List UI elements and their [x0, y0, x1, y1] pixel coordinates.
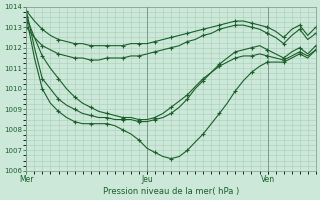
X-axis label: Pression niveau de la mer( hPa ): Pression niveau de la mer( hPa ): [103, 187, 239, 196]
